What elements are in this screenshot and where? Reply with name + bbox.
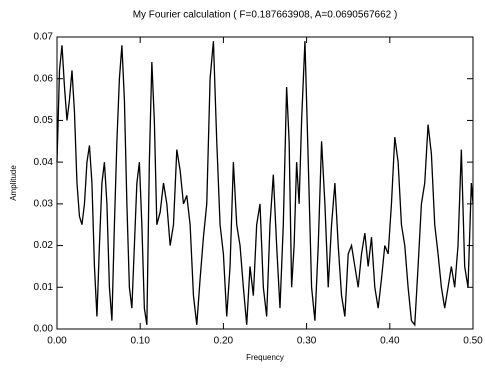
x-tick-label: 0.50	[463, 336, 483, 347]
spectrum-line	[56, 41, 474, 327]
y-tick-label: 0.06	[34, 73, 54, 84]
x-tick-label: 0.40	[380, 336, 400, 347]
x-tick-label: 0.20	[214, 336, 234, 347]
y-tick-label: 0.05	[34, 115, 54, 126]
x-tick-label: 0.10	[130, 336, 150, 347]
x-tick-label: 0.00	[47, 336, 67, 347]
y-tick-label: 0.07	[34, 32, 54, 43]
y-tick-label: 0.00	[34, 324, 54, 335]
y-tick-label: 0.03	[34, 198, 54, 209]
y-tick-label: 0.04	[34, 157, 54, 168]
y-tick-label: 0.02	[34, 240, 54, 251]
chart-title: My Fourier calculation ( F=0.187663908, …	[133, 10, 398, 21]
plot-frame	[56, 36, 474, 330]
x-tick-label: 0.30	[297, 336, 317, 347]
y-axis-label: Amplitude	[9, 165, 18, 201]
x-axis-label: Frequency	[246, 353, 284, 362]
y-tick-label: 0.01	[34, 282, 54, 293]
